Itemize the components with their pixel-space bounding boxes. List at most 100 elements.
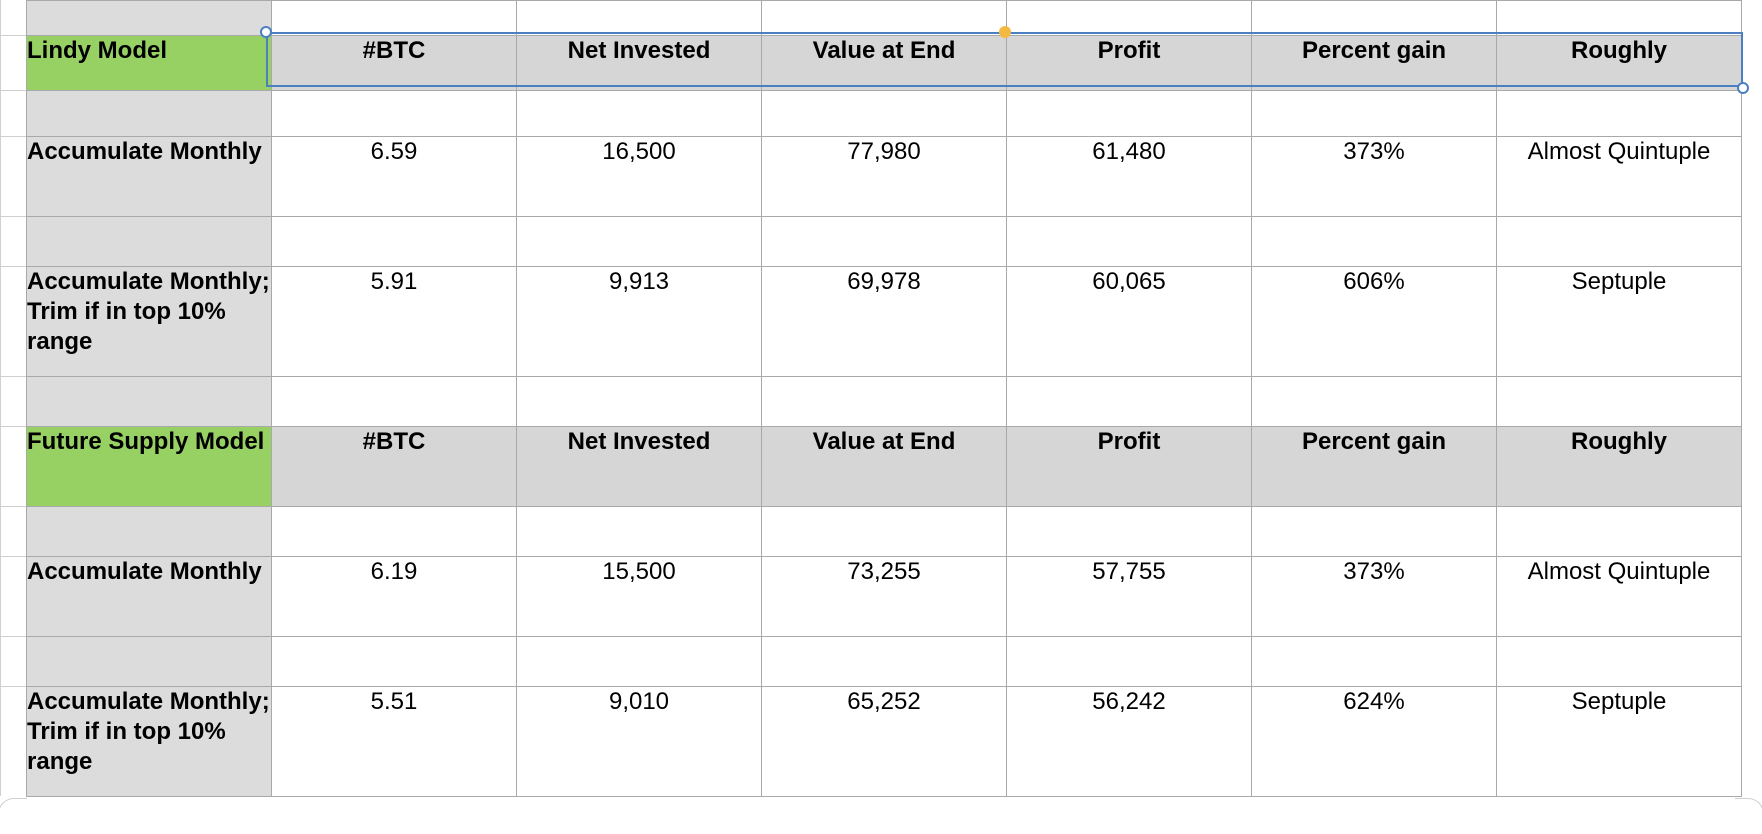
btc-cell[interactable]: 6.59 — [271, 136, 517, 217]
table-cell[interactable] — [1006, 376, 1252, 427]
table-cell[interactable] — [271, 636, 517, 687]
sheet-bottom-right-corner — [1735, 798, 1762, 834]
table-cell[interactable] — [1251, 0, 1497, 36]
roughly-cell[interactable]: Almost Quintuple — [1496, 556, 1742, 637]
row-gutter-line — [0, 136, 26, 137]
percent-gain-cell[interactable]: 606% — [1251, 266, 1497, 377]
profit-cell[interactable]: 57,755 — [1006, 556, 1252, 637]
btc-cell[interactable]: 5.91 — [271, 266, 517, 377]
row-gutter-line — [0, 426, 26, 427]
table-cell[interactable] — [516, 216, 762, 267]
column-header-cell[interactable]: Value at End — [761, 35, 1007, 91]
profit-cell[interactable]: 61,480 — [1006, 136, 1252, 217]
table-cell[interactable] — [1251, 216, 1497, 267]
roughly-cell[interactable]: Almost Quintuple — [1496, 136, 1742, 217]
net-invested-cell[interactable]: 15,500 — [516, 556, 762, 637]
percent-gain-cell[interactable]: 373% — [1251, 556, 1497, 637]
column-header-cell[interactable]: Roughly — [1496, 426, 1742, 507]
table-cell[interactable] — [761, 90, 1007, 137]
table-cell[interactable] — [1496, 506, 1742, 557]
section-title-cell[interactable]: Lindy Model — [26, 35, 272, 91]
resize-handle-top-middle[interactable] — [999, 26, 1011, 38]
btc-cell[interactable]: 6.19 — [271, 556, 517, 637]
column-header-cell[interactable]: Roughly — [1496, 35, 1742, 91]
row-gutter-line — [0, 556, 26, 557]
table-cell[interactable] — [1006, 636, 1252, 687]
column-header-cell[interactable]: Percent gain — [1251, 35, 1497, 91]
table-cell[interactable] — [1006, 216, 1252, 267]
row-label-cell[interactable]: Accumulate Monthly; Trim if in top 10% r… — [26, 266, 272, 377]
table-cell[interactable] — [271, 376, 517, 427]
table-cell[interactable] — [1251, 636, 1497, 687]
table-cell[interactable] — [761, 376, 1007, 427]
value-at-end-cell[interactable]: 73,255 — [761, 556, 1007, 637]
table-cell[interactable] — [1496, 636, 1742, 687]
table-cell[interactable] — [1006, 90, 1252, 137]
table-cell[interactable] — [516, 376, 762, 427]
column-header-cell[interactable]: Percent gain — [1251, 426, 1497, 507]
section-header-row: Future Supply Model #BTC Net Invested Va… — [26, 426, 1742, 507]
column-header-cell[interactable]: #BTC — [271, 35, 517, 91]
net-invested-cell[interactable]: 16,500 — [516, 136, 762, 217]
percent-gain-cell[interactable]: 624% — [1251, 686, 1497, 797]
profit-cell[interactable]: 56,242 — [1006, 686, 1252, 797]
net-invested-cell[interactable]: 9,913 — [516, 266, 762, 377]
table-cell[interactable] — [516, 0, 762, 36]
table-cell[interactable] — [516, 506, 762, 557]
column-header-cell[interactable]: Net Invested — [516, 426, 762, 507]
net-invested-cell[interactable]: 9,010 — [516, 686, 762, 797]
table-cell[interactable] — [26, 636, 272, 687]
section-title-cell[interactable]: Future Supply Model — [26, 426, 272, 507]
table-cell[interactable] — [1251, 376, 1497, 427]
resize-handle-top-left[interactable] — [260, 26, 272, 38]
percent-gain-cell[interactable]: 373% — [1251, 136, 1497, 217]
row-label-cell[interactable]: Accumulate Monthly — [26, 136, 272, 217]
table-row — [26, 0, 1742, 36]
table-row — [26, 636, 1742, 687]
column-header-cell[interactable]: Value at End — [761, 426, 1007, 507]
table-cell[interactable] — [1251, 506, 1497, 557]
table-cell[interactable] — [761, 506, 1007, 557]
btc-cell[interactable]: 5.51 — [271, 686, 517, 797]
row-label-cell[interactable]: Accumulate Monthly; Trim if in top 10% r… — [26, 686, 272, 797]
table-cell[interactable] — [26, 376, 272, 427]
table-cell[interactable] — [516, 636, 762, 687]
column-header-cell[interactable]: #BTC — [271, 426, 517, 507]
table-row — [26, 506, 1742, 557]
row-gutter-line — [0, 506, 26, 507]
profit-cell[interactable]: 60,065 — [1006, 266, 1252, 377]
table-cell[interactable] — [26, 0, 272, 36]
table-cell[interactable] — [761, 216, 1007, 267]
table-cell[interactable] — [1496, 376, 1742, 427]
row-label-cell[interactable]: Accumulate Monthly — [26, 556, 272, 637]
resize-handle-bottom-right[interactable] — [1737, 82, 1749, 94]
table-cell[interactable] — [761, 0, 1007, 36]
roughly-cell[interactable]: Septuple — [1496, 686, 1742, 797]
table-row — [26, 216, 1742, 267]
table-cell[interactable] — [1496, 90, 1742, 137]
table-cell[interactable] — [761, 636, 1007, 687]
table-cell[interactable] — [1496, 0, 1742, 36]
row-gutter-line — [0, 266, 26, 267]
table-cell[interactable] — [26, 90, 272, 137]
table-cell[interactable] — [271, 216, 517, 267]
value-at-end-cell[interactable]: 65,252 — [761, 686, 1007, 797]
table-cell[interactable] — [1006, 506, 1252, 557]
table-cell[interactable] — [26, 216, 272, 267]
table-cell[interactable] — [516, 90, 762, 137]
table-cell[interactable] — [271, 506, 517, 557]
table-cell[interactable] — [26, 506, 272, 557]
column-header-cell[interactable]: Net Invested — [516, 35, 762, 91]
value-at-end-cell[interactable]: 69,978 — [761, 266, 1007, 377]
row-gutter-line — [0, 90, 26, 91]
table-cell[interactable] — [271, 90, 517, 137]
column-header-cell[interactable]: Profit — [1006, 35, 1252, 91]
roughly-cell[interactable]: Septuple — [1496, 266, 1742, 377]
table-cell[interactable] — [1496, 216, 1742, 267]
column-header-cell[interactable]: Profit — [1006, 426, 1252, 507]
table-cell[interactable] — [1006, 0, 1252, 36]
value-at-end-cell[interactable]: 77,980 — [761, 136, 1007, 217]
table-cell[interactable] — [271, 0, 517, 36]
table-cell[interactable] — [1251, 90, 1497, 137]
